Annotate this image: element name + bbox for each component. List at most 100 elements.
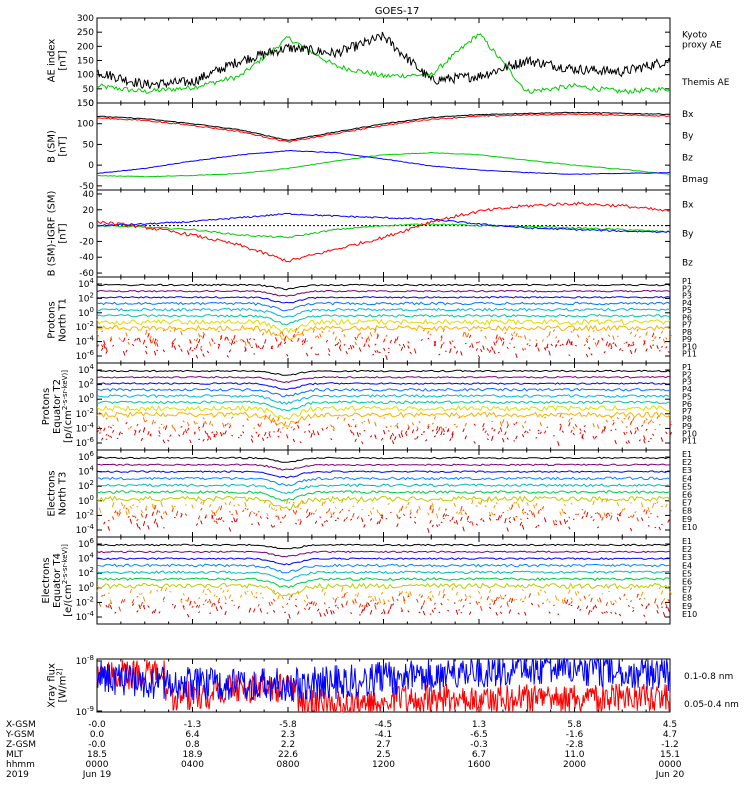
channel-label: P9	[682, 422, 692, 431]
legend-entry: Kyoto	[682, 30, 708, 40]
y-tick-label: 10-2	[76, 407, 94, 420]
x-axis-value: 4.7	[663, 730, 677, 740]
channel-line-p2	[97, 375, 671, 384]
channel-label: E5	[682, 569, 692, 578]
channel-line-p1	[96, 369, 671, 376]
x-axis-value: 0000	[659, 760, 682, 770]
x-axis-value: -0.0	[88, 740, 106, 750]
y-tick-label: 106	[78, 450, 94, 463]
channel-label: P8	[682, 415, 692, 424]
channel-label: P3	[682, 292, 692, 301]
y-axis-label: Equator T4	[52, 553, 63, 608]
y-tick-label: 106	[78, 537, 94, 550]
channel-line-e8	[96, 586, 672, 605]
x-axis-value: 2000	[563, 760, 586, 770]
channel-label: E5	[682, 482, 692, 491]
y-tick-label: 20	[83, 206, 95, 216]
themis-ae-line	[96, 31, 671, 90]
channel-line-e9	[98, 592, 670, 612]
y-tick-label: 300	[77, 14, 94, 24]
by-line	[96, 151, 671, 178]
channel-label: P4	[682, 299, 692, 308]
x-axis-value: 1600	[468, 760, 491, 770]
x-axis-value: 0000	[86, 760, 109, 770]
bx-line	[96, 150, 671, 175]
channel-line-p10	[98, 421, 672, 441]
x-axis-value: 6.7	[472, 750, 486, 760]
channel-label: E6	[682, 491, 692, 500]
y-tick-label: 10-9	[76, 705, 94, 718]
channel-line-p7	[96, 318, 671, 334]
channel-line-e7	[96, 582, 671, 597]
legend-entry: Bz	[682, 153, 693, 163]
y-tick-label: 10-2	[76, 595, 94, 608]
channel-label: P11	[682, 350, 697, 359]
channel-line-p3	[96, 296, 671, 304]
y-tick-label: 10-4	[76, 335, 95, 348]
channel-line-p11	[100, 338, 670, 361]
channel-line-p6	[96, 314, 671, 326]
y-axis-label: [nT]	[58, 223, 69, 243]
channel-label: P7	[682, 407, 692, 416]
channel-label: E10	[682, 610, 697, 619]
channel-line-e9	[96, 504, 672, 526]
x-axis-value: 22.6	[278, 750, 298, 760]
x-axis-value: 2.3	[281, 730, 295, 740]
legend-entry: Themis AE	[681, 78, 730, 88]
y-axis-label: [W/m2]	[56, 668, 69, 702]
channel-label: E1	[682, 537, 692, 546]
x-axis-value: -1.2	[661, 740, 679, 750]
channel-label: E7	[682, 499, 692, 508]
legend-entry: Bz	[682, 259, 693, 269]
x-axis-value: 2.2	[281, 740, 295, 750]
channel-label: P2	[682, 370, 692, 379]
y-axis-label: [e/(cm2-s-sr-keV)]	[61, 544, 74, 617]
y-tick-label: 100	[78, 306, 94, 319]
channel-label: E9	[682, 515, 692, 524]
channel-label: P5	[682, 392, 692, 401]
channel-line-e4	[96, 476, 671, 487]
channel-label: E6	[682, 578, 692, 587]
chart-title: GOES-17	[375, 6, 420, 17]
channel-line-p2	[96, 289, 671, 297]
x-axis-value: -5.8	[279, 720, 297, 730]
x-axis-value: 11.0	[564, 750, 584, 760]
x-axis-value: 4.5	[663, 720, 677, 730]
y-tick-label: 104	[78, 363, 94, 376]
x-axis-value: -2.8	[566, 740, 584, 750]
channel-line-e10	[103, 511, 670, 533]
x-axis-value: -4.5	[375, 720, 393, 730]
channel-line-e10	[105, 598, 670, 619]
channel-line-p11	[96, 425, 672, 446]
y-axis-label: Xray flux	[47, 663, 58, 708]
y-tick-label: -40	[79, 253, 94, 263]
y-tick-label: 100	[77, 71, 94, 81]
legend-entry: Bx	[682, 201, 694, 211]
y-tick-label: 10-6	[76, 349, 95, 362]
channel-label: P10	[682, 429, 697, 438]
channel-label: E4	[682, 474, 692, 483]
y-tick-label: 102	[78, 566, 94, 579]
channel-label: E2	[682, 545, 692, 554]
x-axis-value: -1.3	[184, 720, 202, 730]
y-tick-label: 10-4	[76, 610, 95, 623]
kyoto-ae-line	[96, 33, 671, 95]
bz-line	[96, 113, 671, 143]
channel-line-p7	[96, 404, 671, 421]
legend-entry: 0.1-0.8 nm	[684, 672, 733, 682]
x-axis-value: 2.7	[376, 740, 390, 750]
y-tick-label: 100	[78, 581, 94, 594]
y-tick-label: 102	[78, 291, 94, 304]
channel-line-e1	[96, 456, 671, 463]
y-axis-label: [p/(cm2-s-sr-keV)]	[61, 370, 74, 443]
x-axis-value: 0400	[181, 760, 204, 770]
bx-igrf-line	[96, 212, 671, 234]
x-axis-value: -0.0	[88, 720, 106, 730]
y-axis-label: Protons	[47, 301, 58, 338]
channel-line-e6	[97, 490, 671, 502]
channel-line-p6	[96, 400, 671, 412]
channel-label: P1	[682, 363, 692, 372]
y-tick-label: 40	[83, 190, 95, 200]
x-axis-value: 6.4	[185, 730, 200, 740]
